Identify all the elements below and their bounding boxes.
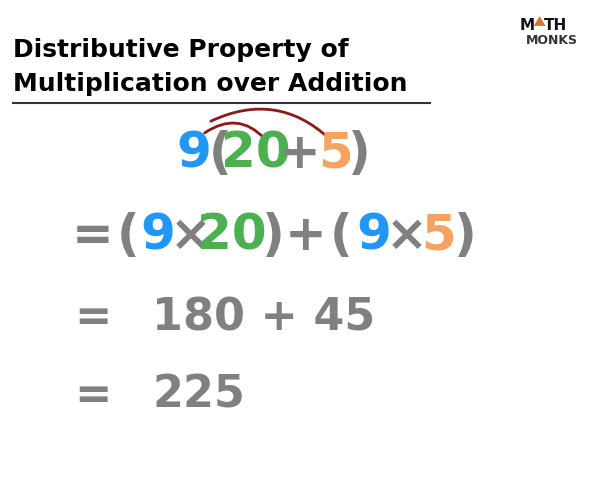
Text: +: +	[279, 130, 321, 178]
Text: 5: 5	[422, 212, 457, 260]
Text: 9: 9	[140, 212, 175, 260]
Text: ×: ×	[386, 212, 427, 260]
Text: M: M	[520, 18, 535, 33]
Text: ): )	[454, 212, 477, 260]
Text: Distributive Property of: Distributive Property of	[13, 38, 349, 62]
Text: ×: ×	[170, 212, 211, 260]
Text: 20: 20	[197, 212, 267, 260]
Text: (: (	[209, 130, 232, 178]
Text: 180 + 45: 180 + 45	[152, 297, 376, 339]
Text: MONKS: MONKS	[526, 34, 578, 47]
Text: 9: 9	[176, 130, 211, 178]
Polygon shape	[534, 16, 545, 26]
Text: TH: TH	[544, 18, 567, 33]
Text: =: =	[74, 374, 112, 417]
FancyArrowPatch shape	[211, 109, 329, 138]
FancyArrowPatch shape	[205, 123, 265, 138]
Text: 20: 20	[221, 130, 290, 178]
Text: 5: 5	[318, 130, 353, 178]
Text: ): )	[348, 130, 371, 178]
Text: (: (	[117, 212, 140, 260]
Text: =: =	[74, 297, 112, 339]
Text: =: =	[72, 212, 114, 260]
Text: ): )	[262, 212, 285, 260]
Text: Multiplication over Addition: Multiplication over Addition	[13, 72, 407, 96]
Text: 9: 9	[356, 212, 391, 260]
Text: 225: 225	[152, 374, 245, 417]
Text: (: (	[330, 212, 353, 260]
Text: +: +	[285, 212, 327, 260]
